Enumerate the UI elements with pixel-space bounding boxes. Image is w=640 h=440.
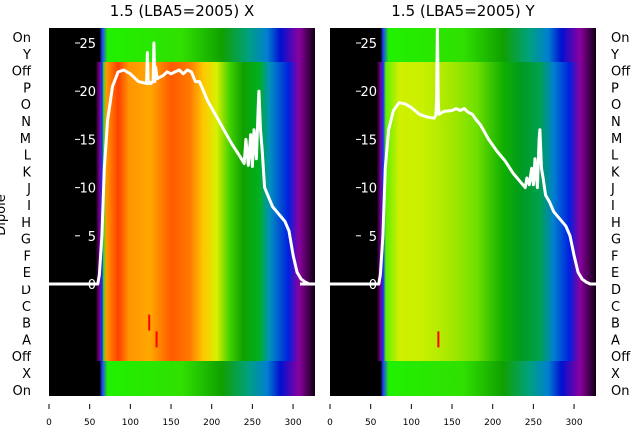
inner-y-tick-label: 5 [369, 230, 377, 245]
heatmap-x-on-band [49, 361, 315, 396]
row-label: L [611, 149, 619, 164]
row-label: H [21, 216, 31, 231]
row-label: Off [611, 65, 631, 80]
x-tick-label: 100 [122, 418, 139, 428]
row-label: J [610, 182, 615, 197]
row-label: D [611, 283, 621, 298]
x-tick-label: 250 [525, 418, 542, 428]
y-axis-label: Dipole [0, 194, 9, 235]
x-tick-label: 200 [484, 418, 501, 428]
chart-title: 1.5 (LBA5=2005) Y [391, 2, 535, 20]
row-label: On [13, 384, 31, 399]
row-label: On [13, 31, 31, 46]
inner-y-tick-label: 25 [79, 37, 96, 52]
row-label: M [20, 132, 31, 147]
flag-marker [437, 331, 440, 348]
x-tick-label: 50 [84, 418, 96, 428]
inner-y-tick-label: 20 [360, 85, 377, 100]
heatmap-y-on-band [49, 28, 315, 63]
row-label: K [22, 165, 31, 180]
x-tick-label: 100 [403, 418, 420, 428]
x-tick-label: 300 [284, 418, 301, 428]
flag-marker [155, 331, 158, 348]
inner-y-tick-label: 10 [360, 182, 377, 197]
inner-y-tick-label: 5 [88, 230, 96, 245]
inner-y-tick-label: 25 [360, 37, 377, 52]
row-label: B [22, 317, 31, 332]
row-label: J [26, 182, 31, 197]
heatmap-main [49, 62, 315, 362]
x-tick-label: 0 [327, 418, 333, 428]
row-label: O [611, 98, 621, 113]
row-label: Off [12, 65, 32, 80]
row-label: X [22, 367, 31, 382]
row-label: N [21, 115, 31, 130]
row-label: B [611, 317, 620, 332]
row-label: N [611, 115, 621, 130]
row-label: H [611, 216, 621, 231]
row-label: On [611, 384, 629, 399]
flag-marker [148, 314, 151, 331]
row-label: F [24, 249, 31, 264]
row-label: A [611, 333, 620, 348]
inner-y-tick-label: 20 [79, 85, 96, 100]
inner-y-tick-label: 15 [79, 133, 96, 148]
x-tick-label: 150 [162, 418, 179, 428]
heatmap-y-on-band [330, 28, 596, 63]
spectrum-line [19, 41, 315, 286]
row-label: M [611, 132, 622, 147]
row-label: G [21, 233, 31, 248]
heatmap-main [330, 62, 596, 362]
row-label: F [611, 249, 618, 264]
row-label: X [611, 367, 620, 382]
row-label: E [23, 266, 31, 281]
row-label: C [22, 300, 31, 315]
row-label: Y [610, 48, 619, 63]
row-label: I [27, 199, 31, 214]
spectrum-line [300, 28, 596, 286]
row-label: Off [12, 350, 32, 365]
x-tick-label: 250 [244, 418, 261, 428]
row-label: L [24, 149, 32, 164]
row-label: On [611, 31, 629, 46]
heatmap-x-on-band [330, 361, 596, 396]
panel-y-polarization: 1.5 (LBA5=2005) YOnYOffPONMLKJIHGFEDCBAO… [300, 2, 631, 428]
row-label: K [611, 165, 620, 180]
row-label: E [611, 266, 619, 281]
row-label: Off [611, 350, 631, 365]
x-tick-label: 300 [565, 418, 582, 428]
row-label: Y [22, 48, 31, 63]
chart-title: 1.5 (LBA5=2005) X [110, 2, 255, 20]
x-tick-label: 150 [443, 418, 460, 428]
panel-x-polarization: 1.5 (LBA5=2005) XOnYOffPONMLKJIHGFEDCBAO… [0, 2, 315, 428]
row-label: C [611, 300, 620, 315]
row-label: D [21, 283, 31, 298]
inner-y-tick-label: 15 [360, 133, 377, 148]
row-label: A [22, 333, 31, 348]
row-label: O [21, 98, 31, 113]
x-tick-label: 50 [365, 418, 377, 428]
x-tick-label: 200 [203, 418, 220, 428]
row-label: I [611, 199, 615, 214]
x-tick-label: 0 [46, 418, 52, 428]
row-label: G [611, 233, 621, 248]
inner-y-tick-label: 10 [79, 182, 96, 197]
row-label: P [23, 81, 31, 96]
row-label: P [611, 81, 619, 96]
